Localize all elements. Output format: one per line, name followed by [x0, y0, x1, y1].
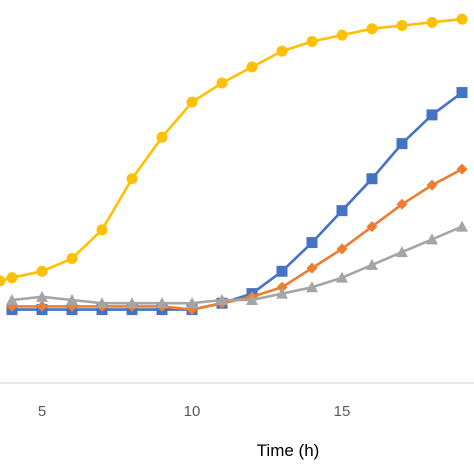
series-1-point-13 [336, 29, 348, 41]
series-4-point-1 [6, 294, 18, 306]
series-3-point-10 [276, 281, 288, 293]
x-tick-label: 15 [334, 403, 351, 420]
series-3-point-2 [36, 300, 48, 312]
series-2-point-10 [276, 265, 288, 277]
series-4-point-7 [186, 297, 198, 309]
series-4-point-2 [36, 290, 48, 302]
series-4-point-4 [96, 297, 108, 309]
series-3-point-12 [336, 243, 348, 255]
series-1-point-6 [126, 173, 138, 185]
series-4-point-3 [66, 294, 78, 306]
series-2-line [12, 91, 463, 311]
series-4-point-8 [216, 294, 228, 306]
series-1-point-15 [396, 20, 408, 32]
series-2 [6, 87, 468, 316]
series-4-point-12 [336, 271, 348, 283]
series-1-point-11 [276, 45, 288, 57]
series-1 [0, 13, 468, 287]
series-1-point-10 [246, 61, 258, 73]
series-1-point-16 [426, 16, 438, 28]
series-1-line [0, 17, 463, 283]
series-2-point-12 [336, 205, 348, 217]
series-3-point-11 [306, 262, 318, 274]
series-1-point-4 [66, 253, 78, 265]
series-4-point-13 [366, 258, 378, 270]
series-4-point-6 [156, 297, 168, 309]
series-2-point-15 [426, 109, 438, 121]
x-tick-label: 10 [184, 403, 201, 420]
x-axis-title: Time (h) [257, 441, 320, 460]
x-tick-label: 5 [38, 403, 46, 420]
series-4-point-10 [276, 287, 288, 299]
series-4-point-9 [246, 294, 258, 306]
series-1-point-1 [0, 275, 6, 287]
series-4-point-16 [456, 220, 468, 232]
series-3 [6, 163, 468, 316]
series-4 [6, 220, 468, 309]
x-tick-labels: 5 10 15 [38, 403, 351, 420]
series-4-point-5 [126, 297, 138, 309]
series-2-point-11 [306, 237, 318, 249]
series-1-point-7 [156, 131, 168, 143]
series-4-point-11 [306, 281, 318, 293]
series-1-point-17 [456, 13, 468, 25]
series-2-point-16 [456, 87, 468, 99]
series-1-point-2 [6, 272, 18, 284]
series-2-point-14 [396, 138, 408, 150]
series-4-point-14 [396, 246, 408, 258]
series-3-line [12, 168, 463, 311]
series-3-point-16 [456, 163, 468, 175]
series-1-point-12 [306, 35, 318, 47]
series-1-point-14 [366, 23, 378, 35]
series-4-line [11, 225, 463, 305]
series-1-point-9 [216, 77, 228, 89]
series-1-point-5 [96, 224, 108, 236]
series-1-point-3 [36, 265, 48, 277]
series-3-point-14 [396, 198, 408, 210]
series-2-point-13 [366, 173, 378, 185]
series-3-point-15 [426, 179, 438, 191]
series-4-point-15 [426, 233, 438, 245]
series-3-point-13 [366, 221, 378, 233]
series-layer [0, 13, 468, 316]
series-1-point-8 [186, 96, 198, 108]
